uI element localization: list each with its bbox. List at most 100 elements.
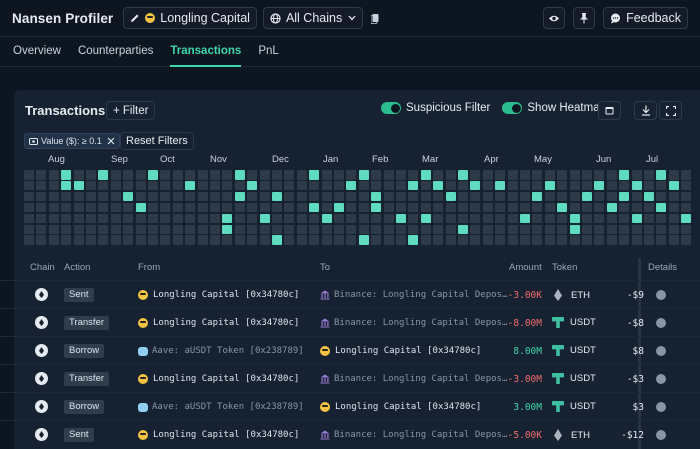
suspicious-filter-toggle[interactable] (381, 102, 401, 114)
heatmap-cell[interactable] (36, 235, 47, 245)
heatmap-cell[interactable] (334, 202, 344, 213)
table-row[interactable]: Sent Longling Capital [0x34780c] Binance: … (0, 280, 700, 308)
heatmap-cell[interactable] (594, 180, 605, 191)
column-header[interactable]: To (320, 262, 331, 273)
from-address[interactable]: Aave: aUSDT Token [0x238789] (138, 402, 304, 412)
heatmap-cell[interactable] (470, 202, 481, 213)
heatmap-cell[interactable] (185, 202, 196, 213)
heatmap-cell[interactable] (123, 180, 134, 191)
heatmap-cell[interactable] (656, 191, 667, 202)
heatmap-cell[interactable] (61, 202, 72, 213)
copy-icon[interactable] (371, 13, 380, 24)
heatmap-cell[interactable] (61, 213, 72, 224)
heatmap-cell[interactable] (656, 180, 667, 191)
heatmap-cell[interactable] (507, 213, 518, 224)
heatmap-cell[interactable] (259, 224, 270, 234)
heatmap-cell[interactable] (135, 235, 146, 245)
heatmap-cell[interactable] (458, 235, 468, 245)
heatmap-cell[interactable] (296, 170, 307, 180)
heatmap-cell[interactable] (544, 170, 555, 180)
heatmap-cell[interactable] (334, 170, 344, 180)
heatmap-cell[interactable] (495, 202, 506, 213)
heatmap-cell[interactable] (272, 202, 282, 213)
tab-transactions[interactable]: Transactions (170, 37, 241, 67)
heatmap-cell[interactable] (296, 202, 307, 213)
active-filter-chip[interactable]: Value ($): ≥ 0.1 (24, 133, 120, 149)
heatmap-cell[interactable] (296, 235, 307, 245)
heatmap-cell[interactable] (197, 191, 208, 202)
heatmap-cell[interactable] (557, 213, 568, 224)
heatmap-cell[interactable] (185, 180, 196, 191)
heatmap-cell[interactable] (631, 213, 642, 224)
heatmap-cell[interactable] (234, 235, 245, 245)
heatmap-cell[interactable] (371, 224, 382, 234)
heatmap-cell[interactable] (98, 191, 109, 202)
heatmap-cell[interactable] (86, 202, 96, 213)
entity-selector[interactable]: Longling Capital (123, 7, 257, 29)
heatmap-cell[interactable] (247, 180, 258, 191)
heatmap-cell[interactable] (73, 224, 84, 234)
heatmap-cell[interactable] (210, 191, 220, 202)
heatmap-cell[interactable] (495, 235, 506, 245)
to-address[interactable]: Binance: Longling Capital Depos… (320, 318, 507, 328)
heatmap-cell[interactable] (321, 180, 332, 191)
heatmap-cell[interactable] (48, 213, 59, 224)
heatmap-cell[interactable] (644, 170, 654, 180)
tab-pnl[interactable]: PnL (258, 45, 279, 57)
heatmap-cell[interactable] (48, 191, 59, 202)
heatmap-cell[interactable] (123, 191, 134, 202)
heatmap-cell[interactable] (185, 191, 196, 202)
heatmap-cell[interactable] (606, 170, 617, 180)
heatmap-cell[interactable] (61, 170, 72, 180)
heatmap-cell[interactable] (507, 224, 518, 234)
heatmap-cell[interactable] (73, 235, 84, 245)
heatmap-cell[interactable] (222, 180, 233, 191)
heatmap-cell[interactable] (644, 202, 654, 213)
chain-selector[interactable]: All Chains (262, 7, 364, 29)
heatmap-cell[interactable] (594, 235, 605, 245)
heatmap-cell[interactable] (482, 180, 493, 191)
heatmap-cell[interactable] (334, 235, 344, 245)
to-address[interactable]: Binance: Longling Capital Depos… (320, 374, 507, 384)
heatmap-cell[interactable] (110, 224, 121, 234)
heatmap-cell[interactable] (656, 224, 667, 234)
heatmap-cell[interactable] (408, 224, 419, 234)
heatmap-cell[interactable] (123, 170, 134, 180)
heatmap-cell[interactable] (408, 170, 419, 180)
heatmap-cell[interactable] (185, 224, 196, 234)
heatmap-cell[interactable] (532, 180, 543, 191)
heatmap-cell[interactable] (185, 235, 196, 245)
heatmap-cell[interactable] (520, 202, 530, 213)
heatmap-cell[interactable] (321, 224, 332, 234)
heatmap-cell[interactable] (172, 224, 183, 234)
heatmap-cell[interactable] (458, 191, 468, 202)
heatmap-cell[interactable] (507, 202, 518, 213)
heatmap-cell[interactable] (61, 180, 72, 191)
heatmap-cell[interactable] (197, 213, 208, 224)
heatmap-cell[interactable] (222, 224, 233, 234)
heatmap-cell[interactable] (495, 191, 506, 202)
feedback-button[interactable]: Feedback (603, 7, 688, 29)
heatmap-cell[interactable] (24, 191, 34, 202)
heatmap-cell[interactable] (631, 202, 642, 213)
heatmap-cell[interactable] (86, 235, 96, 245)
heatmap-cell[interactable] (284, 170, 295, 180)
heatmap-cell[interactable] (594, 224, 605, 234)
heatmap-cell[interactable] (532, 202, 543, 213)
heatmap-cell[interactable] (259, 180, 270, 191)
heatmap-cell[interactable] (234, 224, 245, 234)
heatmap-cell[interactable] (594, 170, 605, 180)
heatmap-cell[interactable] (284, 191, 295, 202)
heatmap-cell[interactable] (668, 202, 679, 213)
heatmap-cell[interactable] (358, 180, 369, 191)
table-row[interactable]: Borrow Aave: aUSDT Token [0x238789] Longli… (0, 336, 700, 364)
heatmap-cell[interactable] (582, 224, 592, 234)
heatmap-cell[interactable] (582, 235, 592, 245)
heatmap-cell[interactable] (234, 213, 245, 224)
heatmap-cell[interactable] (73, 213, 84, 224)
column-header[interactable]: Details (648, 262, 678, 273)
heatmap-cell[interactable] (681, 191, 692, 202)
heatmap-cell[interactable] (309, 191, 320, 202)
heatmap-cell[interactable] (668, 213, 679, 224)
heatmap-cell[interactable] (433, 202, 444, 213)
